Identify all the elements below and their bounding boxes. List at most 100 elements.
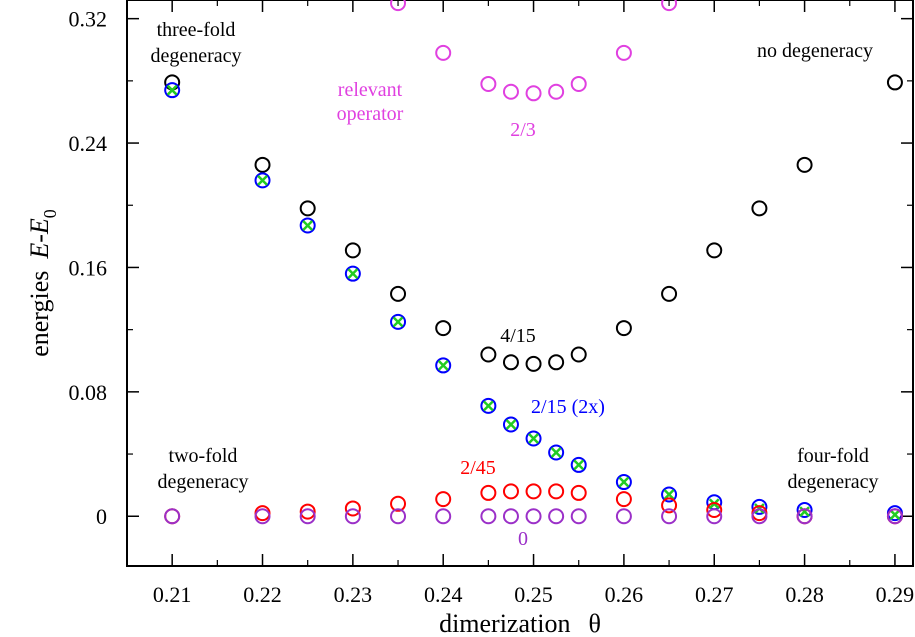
data-point [480,484,497,501]
data-point [570,346,587,363]
data-point [254,505,271,522]
annotation-label: four-fold [797,445,869,467]
x-tick-label: 0.29 [876,582,915,607]
annotation-label: three-fold [157,19,236,41]
data-point [390,0,407,12]
data-point [796,156,813,173]
data-point [480,75,497,92]
data-point [661,486,678,503]
data-point-x [437,360,449,371]
data-point [502,83,519,100]
x-axis-title: dimerization θ [439,609,601,637]
data-point-x [257,174,268,186]
x-tick-label: 0.24 [424,582,463,607]
data-point [706,242,723,259]
data-point-x [347,268,359,280]
data-point [548,508,565,525]
data-point [570,484,587,501]
data-markers [164,0,903,525]
data-point [164,82,181,99]
data-point [615,44,632,61]
data-point [886,508,903,525]
data-point-x [166,84,178,96]
data-point [706,508,723,525]
data-point [254,172,271,189]
data-point [299,508,316,525]
data-point [525,483,542,500]
data-point [502,483,519,500]
y-tick-label: 0.08 [69,380,108,405]
data-point [435,320,452,337]
data-point [435,44,452,61]
x-tick-label: 0.23 [334,582,373,607]
data-point-x [392,316,404,328]
data-point-x [505,419,517,430]
data-point [661,285,678,302]
annotation-label: 2/15 (2x) [531,396,605,418]
data-point [525,85,542,102]
data-point [344,265,361,282]
data-point [525,355,542,372]
data-point-x [618,476,630,488]
data-point [525,508,542,525]
data-point [502,508,519,525]
data-point [615,491,632,508]
data-point-x [573,459,585,471]
data-point [502,354,519,371]
data-point [570,75,587,92]
data-point [661,497,678,514]
x-tick-label: 0.25 [514,582,553,607]
x-axis-ticks: 0.21 0.22 0.23 0.24 0.25 0.26 0.27 0.28 0.29 [153,0,914,607]
data-point [661,0,678,12]
annotation-label: two-fold [169,445,238,467]
annotation-label: relevant [338,79,403,101]
data-point [390,313,407,330]
data-point [435,508,452,525]
data-point-x [302,220,314,231]
annotation-label: 2/45 [460,457,496,479]
data-point [548,83,565,100]
data-point [502,416,519,433]
data-point [548,354,565,371]
data-point [344,508,361,525]
data-point [570,508,587,525]
data-point [390,495,407,512]
x-tick-label: 0.28 [785,582,824,607]
x-tick-label: 0.22 [243,582,282,607]
x-tick-label: 0.26 [605,582,644,607]
data-point-x [482,400,494,412]
data-point [796,508,813,525]
data-point [299,217,316,234]
x-tick-label: 0.27 [695,582,734,607]
data-point-x [889,509,901,521]
data-point [615,320,632,337]
data-point [796,502,813,519]
data-point [344,242,361,259]
data-point [299,200,316,217]
data-point [254,156,271,173]
y-tick-label: 0.32 [69,7,108,32]
data-point [480,346,497,363]
data-point [299,503,316,520]
data-point [164,508,181,525]
y-axis-title: energiesE-E0 [25,209,60,357]
data-point [548,483,565,500]
data-point [615,508,632,525]
data-point [615,474,632,491]
data-point-x [550,447,562,458]
annotation-label: 2/3 [510,119,536,141]
data-point [435,357,452,374]
annotation-label: degeneracy [157,471,248,493]
data-point [480,397,497,414]
data-point [661,508,678,525]
annotation-label: operator [337,103,404,125]
data-point [480,508,497,525]
annotation-label: degeneracy [150,45,241,67]
y-tick-label: 0.24 [69,131,108,156]
data-point [525,430,542,447]
data-point [886,74,903,91]
annotation-label: no degeneracy [757,40,873,62]
data-point-x [528,433,539,444]
